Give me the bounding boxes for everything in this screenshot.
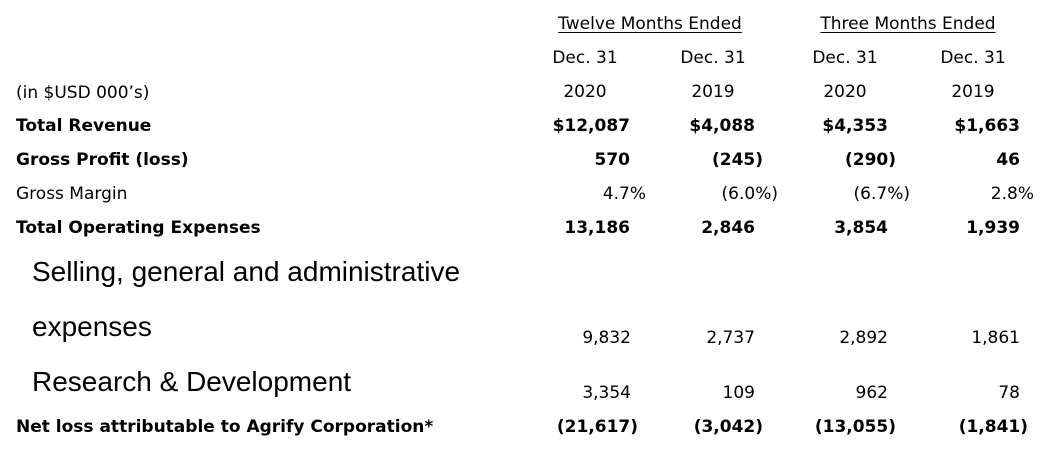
cell-net-loss-1: (21,617) bbox=[556, 417, 638, 437]
cell-rd-1: 3,354 bbox=[582, 383, 631, 403]
cell-gross-profit-4: 46 bbox=[996, 150, 1020, 170]
cell-total-revenue-3: $4,353 bbox=[822, 116, 888, 136]
cell-sga-1: 9,832 bbox=[582, 328, 631, 348]
row-label-total-revenue: Total Revenue bbox=[16, 116, 152, 136]
col-year-1: 2020 bbox=[563, 82, 607, 102]
cell-rd-3: 962 bbox=[855, 383, 888, 403]
cell-gross-profit-1: 570 bbox=[594, 150, 631, 170]
row-label-sga-line1: Selling, general and administrative bbox=[32, 256, 461, 287]
col-date-2: Dec. 31 bbox=[680, 48, 746, 68]
cell-sga-3: 2,892 bbox=[839, 328, 888, 348]
cell-gross-profit-3: (290) bbox=[844, 150, 896, 170]
cell-net-loss-2: (3,042) bbox=[693, 417, 763, 437]
row-label-net-loss: Net loss attributable to Agrify Corporat… bbox=[16, 417, 434, 437]
header-three-months: Three Months Ended bbox=[820, 14, 996, 34]
cell-total-opex-2: 2,846 bbox=[701, 218, 755, 238]
cell-sga-4: 1,861 bbox=[971, 328, 1020, 348]
row-label-total-operating-expenses: Total Operating Expenses bbox=[16, 218, 261, 238]
cell-gross-margin-2: (6.0%) bbox=[721, 184, 778, 204]
cell-rd-2: 109 bbox=[722, 383, 755, 403]
cell-total-opex-4: 1,939 bbox=[966, 218, 1020, 238]
cell-rd-4: 78 bbox=[998, 383, 1020, 403]
units-label: (in $USD 000’s) bbox=[16, 83, 150, 103]
row-label-gross-margin: Gross Margin bbox=[16, 184, 128, 204]
col-year-4: 2019 bbox=[951, 82, 995, 102]
cell-gross-profit-2: (245) bbox=[711, 150, 763, 170]
col-date-1: Dec. 31 bbox=[552, 48, 618, 68]
cell-gross-margin-4: 2.8% bbox=[990, 184, 1034, 204]
cell-net-loss-4: (1,841) bbox=[958, 417, 1028, 437]
cell-total-revenue-4: $1,663 bbox=[954, 116, 1020, 136]
col-date-4: Dec. 31 bbox=[940, 48, 1006, 68]
row-label-gross-profit: Gross Profit (loss) bbox=[16, 150, 189, 170]
cell-gross-margin-1: 4.7% bbox=[602, 184, 646, 204]
cell-total-revenue-1: $12,087 bbox=[552, 116, 630, 136]
cell-total-revenue-2: $4,088 bbox=[689, 116, 755, 136]
cell-sga-2: 2,737 bbox=[706, 328, 755, 348]
col-date-3: Dec. 31 bbox=[812, 48, 878, 68]
cell-gross-margin-3: (6.7%) bbox=[853, 184, 910, 204]
col-year-2: 2019 bbox=[691, 82, 735, 102]
col-year-3: 2020 bbox=[823, 82, 867, 102]
row-label-sga-line2: expenses bbox=[32, 311, 152, 342]
header-twelve-months: Twelve Months Ended bbox=[558, 14, 742, 34]
row-label-research-development: Research & Development bbox=[32, 366, 352, 397]
cell-total-opex-1: 13,186 bbox=[564, 218, 630, 238]
cell-total-opex-3: 3,854 bbox=[834, 218, 888, 238]
cell-net-loss-3: (13,055) bbox=[814, 417, 896, 437]
